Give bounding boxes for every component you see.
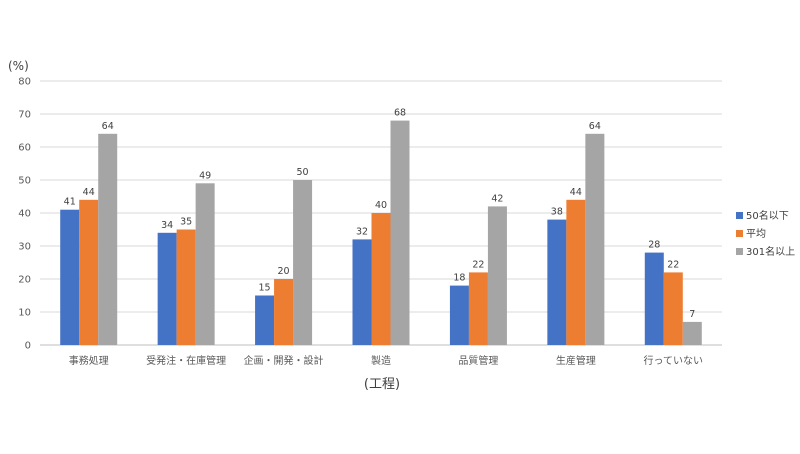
legend-label: 50名以下	[746, 209, 789, 222]
bar	[487, 206, 507, 345]
data-label: 20	[278, 266, 290, 277]
bar	[255, 295, 275, 345]
y-tick-label: 0	[25, 341, 31, 352]
data-label: 38	[551, 207, 563, 218]
bar	[60, 209, 80, 345]
x-axis-title: (工程)	[364, 377, 400, 392]
data-labels: 41 44 64 34 35 49 15 20 50 32 40 68 18 22 42 38 44 64 28 22…	[64, 108, 696, 320]
y-tick-label: 70	[18, 110, 31, 121]
x-category-label: 品質管理	[458, 354, 498, 367]
y-tick-label: 20	[18, 275, 31, 286]
x-category-label: 企画・開発・設計	[244, 354, 324, 367]
bar	[547, 219, 567, 345]
data-label: 42	[491, 193, 503, 204]
x-category-label: 生産管理	[556, 354, 596, 367]
bar	[293, 180, 313, 345]
data-label: 34	[161, 220, 173, 231]
y-axis-unit-label: (%)	[8, 59, 29, 73]
legend-label: 平均	[746, 228, 766, 240]
x-category-label: 受発注・在庫管理	[146, 354, 226, 367]
y-tick-label: 50	[18, 176, 31, 187]
legend-swatch	[736, 230, 743, 237]
legend-swatch	[736, 248, 743, 255]
bar	[663, 272, 683, 345]
data-label: 68	[394, 108, 406, 119]
data-label: 49	[199, 170, 211, 181]
data-label: 44	[570, 187, 582, 198]
data-label: 64	[102, 121, 114, 132]
y-tick-label: 30	[18, 242, 31, 253]
data-label: 28	[648, 240, 660, 251]
bar	[352, 239, 372, 345]
data-label: 7	[689, 309, 695, 320]
data-label: 40	[375, 200, 387, 211]
bar	[682, 321, 702, 345]
bar	[195, 183, 215, 345]
bars	[60, 120, 702, 345]
data-label: 50	[297, 167, 309, 178]
bar	[585, 133, 605, 345]
bar	[176, 229, 196, 345]
data-label: 35	[180, 217, 192, 228]
bar	[468, 272, 488, 345]
x-category-label: 製造	[371, 354, 391, 367]
data-label: 32	[356, 226, 368, 237]
y-axis-ticks: 0 10 20 30 40 50 60 70 80	[18, 77, 31, 352]
y-tick-label: 10	[18, 308, 31, 319]
bar	[98, 133, 118, 345]
bar	[566, 199, 586, 345]
x-axis-categories: 事務処理 受発注・在庫管理 企画・開発・設計 製造 品質管理 生産管理 行っていない	[69, 354, 703, 367]
data-label: 64	[589, 121, 601, 132]
data-label: 44	[83, 187, 95, 198]
bar	[390, 120, 410, 345]
data-label: 18	[453, 273, 465, 284]
bar	[449, 285, 469, 345]
bar	[371, 213, 391, 345]
bar	[644, 252, 664, 345]
y-tick-label: 60	[18, 143, 31, 154]
y-tick-label: 40	[18, 209, 31, 220]
bar	[79, 199, 99, 345]
legend-swatch	[736, 212, 743, 219]
data-label: 22	[667, 259, 679, 270]
bar	[157, 232, 177, 345]
bar	[274, 279, 294, 345]
data-label: 41	[64, 197, 76, 208]
data-label: 15	[259, 283, 271, 294]
x-category-label: 行っていない	[644, 354, 704, 367]
y-tick-label: 80	[18, 77, 31, 88]
data-label: 22	[472, 259, 484, 270]
x-category-label: 事務処理	[69, 354, 109, 367]
legend-label: 301名以上	[746, 245, 795, 258]
